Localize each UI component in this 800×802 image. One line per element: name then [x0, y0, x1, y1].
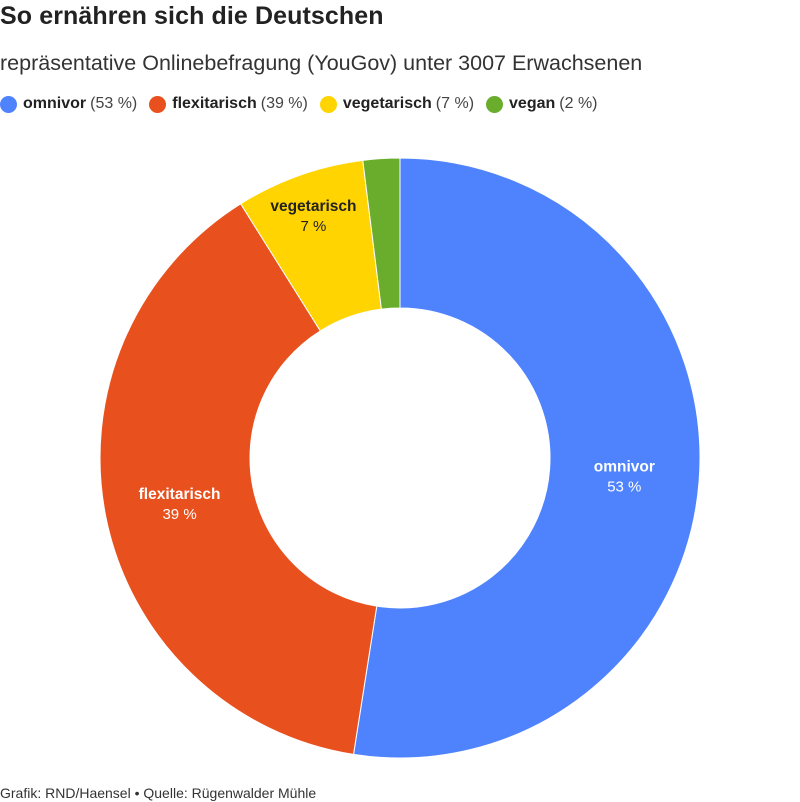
legend-label: flexitarisch [172, 95, 257, 112]
slice-label-name: vegetarisch [270, 198, 356, 215]
legend-item-vegan: vegan (2 %) [486, 95, 598, 113]
slice-vegan [362, 157, 401, 310]
legend-value: (7 %) [435, 95, 475, 112]
slice-label-omnivor: omnivor 53 % [594, 458, 655, 495]
slice-omnivor [352, 157, 701, 759]
legend-value: (53 %) [90, 95, 138, 112]
legend-label: vegan [509, 95, 556, 112]
chart-subtitle: repräsentative Onlinebefragung (YouGov) … [0, 51, 643, 75]
slice-label-value: 7 % [301, 218, 327, 235]
legend-item-omnivor: omnivor (53 %) [0, 95, 137, 113]
slice-label-value: 39 % [162, 506, 196, 523]
legend-swatch-vegan [486, 95, 504, 113]
chart-title: So ernähren sich die Deutschen [0, 2, 384, 30]
donut-chart: omnivor 53 % flexitarisch 39 % vegetarisch 7 … [99, 157, 701, 759]
legend-swatch-flexitarisch [149, 95, 167, 113]
legend-item-vegetarisch: vegetarisch (7 %) [319, 95, 475, 113]
legend-label: vegetarisch [342, 95, 432, 112]
legend-swatch-omnivor [0, 95, 17, 113]
slice-flexitarisch [99, 203, 378, 755]
legend-value: (2 %) [559, 95, 598, 112]
legend: omnivor (53 %) flexitarisch (39 %) veget… [0, 95, 610, 113]
legend-label: omnivor [23, 95, 87, 112]
legend-value: (39 %) [260, 95, 308, 112]
slice-label-name: omnivor [594, 458, 655, 475]
slice-label-flexitarisch: flexitarisch 39 % [139, 486, 221, 523]
slice-label-vegetarisch: vegetarisch 7 % [270, 198, 356, 235]
slice-label-value: 53 % [607, 478, 641, 495]
legend-swatch-vegetarisch [319, 95, 337, 113]
source-credit: Grafik: RND/Haensel • Quelle: Rügenwalde… [0, 785, 317, 801]
legend-item-flexitarisch: flexitarisch (39 %) [149, 95, 308, 113]
slice-label-name: flexitarisch [139, 486, 221, 503]
